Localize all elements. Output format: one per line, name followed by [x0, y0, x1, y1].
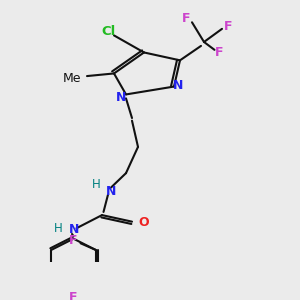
Text: F: F	[224, 20, 232, 33]
Text: Cl: Cl	[101, 25, 115, 38]
Text: N: N	[173, 79, 184, 92]
Text: F: F	[182, 12, 190, 25]
Text: F: F	[69, 234, 77, 247]
Text: F: F	[215, 46, 223, 59]
Text: N: N	[116, 91, 127, 103]
Text: Me: Me	[63, 72, 81, 85]
Text: F: F	[69, 291, 78, 300]
Text: H: H	[54, 222, 63, 235]
Text: H: H	[92, 178, 100, 191]
Text: N: N	[106, 185, 116, 198]
Text: N: N	[69, 223, 80, 236]
Text: O: O	[139, 217, 149, 230]
